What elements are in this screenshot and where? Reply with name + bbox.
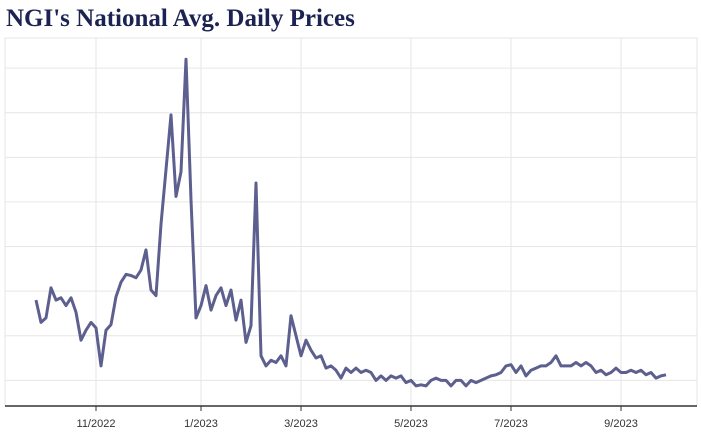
chart-title: NGI's National Avg. Daily Prices (6, 5, 355, 32)
x-tick-label: 1/2023 (184, 418, 218, 430)
x-tick-label: 9/2023 (604, 418, 638, 430)
line-series (34, 57, 667, 388)
x-tick-label: 7/2023 (494, 418, 528, 430)
x-tick-label: 11/2022 (77, 418, 116, 430)
plot-frame (4, 37, 698, 407)
x-tick-label: 5/2023 (394, 418, 428, 430)
x-tick-label: 3/2023 (284, 418, 318, 430)
